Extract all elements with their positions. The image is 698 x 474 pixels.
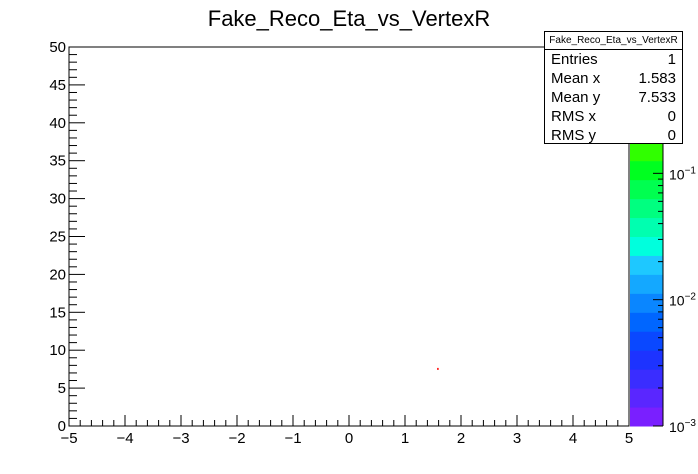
data-point <box>437 367 439 370</box>
x-tick-label: −2 <box>228 430 245 447</box>
stats-label: Entries <box>551 51 598 68</box>
data-points <box>437 367 439 370</box>
palette-band <box>630 331 663 351</box>
palette-band <box>630 407 663 427</box>
chart-title: Fake_Reco_Eta_vs_VertexR <box>208 6 491 31</box>
stats-row: Entries 1 <box>545 50 682 69</box>
y-tick-label: 5 <box>58 380 66 397</box>
palette-band <box>630 217 663 237</box>
x-tick-label: −1 <box>284 430 301 447</box>
stats-title: Fake_Reco_Eta_vs_VertexR <box>545 32 682 50</box>
x-axis: −5 −4 −3 −2 −1 0 1 2 3 4 5 <box>60 415 633 447</box>
x-tick-label: 1 <box>401 430 409 447</box>
x-tick-label: 5 <box>625 430 633 447</box>
stats-box: Fake_Reco_Eta_vs_VertexR Entries 1 Mean x 1… <box>544 31 683 144</box>
z-tick-label: 10−1 <box>669 165 696 182</box>
z-tick-label: 10−3 <box>669 418 696 435</box>
palette-band <box>630 160 663 181</box>
stats-row: RMS y 0 <box>545 126 682 145</box>
y-tick-label: 10 <box>49 342 66 359</box>
y-axis: 0 5 10 15 20 25 30 35 40 45 50 <box>49 39 85 435</box>
palette-band <box>630 141 663 162</box>
x-tick-label: −5 <box>60 430 77 447</box>
stats-value: 0 <box>667 108 676 125</box>
x-tick-label: −4 <box>116 430 133 447</box>
stats-label: Mean y <box>551 89 601 106</box>
palette-band <box>630 236 663 256</box>
x-tick-label: 3 <box>513 430 521 447</box>
palette-band <box>630 198 663 219</box>
palette-band <box>630 274 663 294</box>
x-tick-label: −3 <box>172 430 189 447</box>
x-tick-label: 0 <box>345 430 353 447</box>
stats-value: 1 <box>667 51 676 68</box>
stats-label: RMS x <box>551 108 596 125</box>
palette-band <box>630 179 663 200</box>
stats-row: RMS x 0 <box>545 107 682 126</box>
y-tick-label: 30 <box>49 191 66 208</box>
stats-value: 0 <box>667 127 676 144</box>
palette-band <box>630 350 663 370</box>
stats-value: 1.583 <box>638 70 676 87</box>
y-tick-label: 20 <box>49 266 66 283</box>
stats-row: Mean x 1.583 <box>545 69 682 88</box>
x-tick-label: 4 <box>569 430 577 447</box>
palette-band <box>630 312 663 332</box>
y-tick-label: 45 <box>49 77 66 94</box>
y-tick-label: 35 <box>49 153 66 170</box>
z-tick-label: 10−2 <box>669 292 696 309</box>
y-tick-label: 25 <box>49 229 66 246</box>
stats-label: RMS y <box>551 127 596 144</box>
palette-band <box>630 293 663 313</box>
palette-band <box>630 255 663 275</box>
y-tick-label: 15 <box>49 304 66 321</box>
palette-band <box>630 369 663 389</box>
x-tick-label: 2 <box>457 430 465 447</box>
stats-rows: Entries 1 Mean x 1.583 Mean y 7.533 RMS x 0 RMS … <box>545 50 682 145</box>
stats-label: Mean x <box>551 70 601 87</box>
stats-row: Mean y 7.533 <box>545 88 682 107</box>
palette-band <box>630 388 663 408</box>
y-tick-label: 40 <box>49 115 66 132</box>
y-tick-label: 0 <box>58 418 66 435</box>
stats-value: 7.533 <box>638 89 676 106</box>
y-tick-label: 50 <box>49 39 66 56</box>
